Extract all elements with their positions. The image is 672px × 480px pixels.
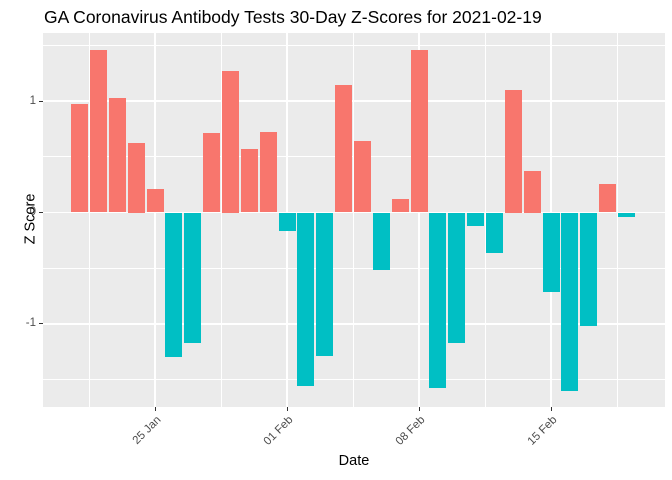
- bar-2021-02-03: [316, 212, 334, 357]
- bar-2021-02-01: [278, 212, 296, 232]
- x-tick-mark: [418, 406, 420, 411]
- bar-2021-02-12: [485, 212, 503, 253]
- y-axis-title: Z Score: [22, 193, 39, 245]
- gridline-y-major: [43, 323, 665, 325]
- bar-2021-02-17: [580, 212, 598, 327]
- bar-2021-02-05: [353, 141, 371, 213]
- x-tick-mark: [154, 406, 156, 411]
- plot-title: GA Coronavirus Antibody Tests 30-Day Z-S…: [44, 7, 542, 27]
- bar-2021-02-08: [410, 49, 428, 213]
- bar-2021-02-15: [542, 212, 560, 292]
- gridline-y-minor: [43, 267, 665, 269]
- x-tick-label: 15 Feb: [525, 413, 560, 448]
- y-tick-mark: [38, 323, 43, 325]
- gridline-x-minor: [616, 33, 618, 407]
- bar-2021-02-18: [599, 183, 617, 213]
- y-tick-mark: [38, 212, 43, 213]
- gridline-x-major: [418, 33, 420, 407]
- x-tick-label: 25 Jan: [130, 413, 164, 447]
- bar-2021-02-13: [504, 89, 522, 213]
- gridline-x-minor: [352, 33, 354, 407]
- bar-2021-02-06: [372, 212, 390, 271]
- x-tick-label: 01 Feb: [261, 413, 296, 448]
- bar-2021-01-23: [108, 97, 126, 213]
- gridline-y-major: [43, 100, 665, 102]
- gridline-x-minor: [88, 33, 90, 407]
- gridline-y-major: [43, 211, 665, 214]
- bar-2021-01-24: [127, 143, 145, 213]
- x-tick-mark: [286, 406, 288, 411]
- x-tick-label: 08 Feb: [393, 413, 428, 448]
- gridline-y-minor: [43, 44, 665, 46]
- bar-2021-02-16: [561, 212, 579, 391]
- y-tick-label: 1: [29, 94, 36, 107]
- bar-2021-01-21: [71, 104, 89, 213]
- bar-2021-01-31: [259, 132, 277, 213]
- bar-2021-01-27: [184, 212, 202, 343]
- y-tick-mark: [38, 100, 43, 102]
- bar-2021-02-10: [448, 212, 466, 343]
- x-axis-title: Date: [338, 453, 370, 469]
- bar-2021-02-07: [391, 199, 409, 213]
- bar-2021-02-09: [429, 212, 447, 388]
- bar-2021-01-25: [146, 189, 164, 213]
- bar-2021-01-22: [89, 49, 107, 213]
- bar-2021-01-30: [240, 148, 258, 213]
- plot-panel: [43, 33, 665, 407]
- gridline-x-minor: [220, 33, 222, 407]
- bar-2021-02-19: [617, 212, 635, 217]
- bar-2021-01-26: [165, 212, 183, 358]
- x-tick-mark: [550, 406, 552, 411]
- y-tick-label: -1: [25, 317, 36, 330]
- gridline-x-major: [154, 33, 156, 407]
- bar-2021-02-02: [297, 212, 315, 387]
- y-tick-label: 0: [29, 206, 36, 218]
- gridline-y-minor: [43, 379, 665, 381]
- bar-2021-02-04: [335, 85, 353, 213]
- bar-2021-01-28: [203, 133, 221, 213]
- gridline-x-minor: [484, 33, 486, 407]
- bar-2021-02-14: [523, 171, 541, 213]
- bar-2021-02-11: [467, 212, 485, 226]
- bar-2021-01-29: [221, 70, 239, 213]
